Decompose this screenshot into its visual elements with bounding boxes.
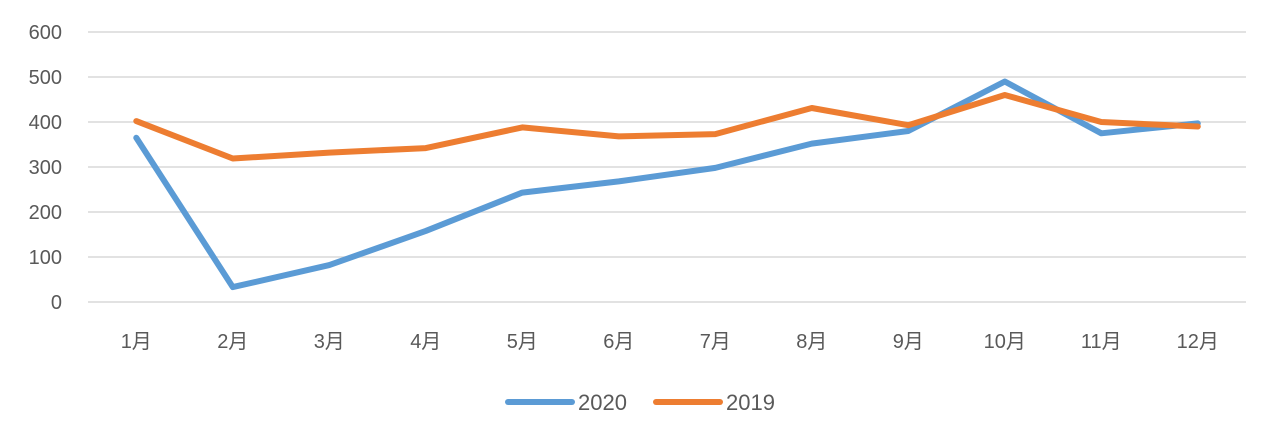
x-tick-label: 10月 xyxy=(984,331,1026,353)
series-line-2019 xyxy=(133,92,1201,162)
x-tick-label: 8月 xyxy=(796,331,827,353)
y-axis-ticks: 0 100 200 300 400 500 600 xyxy=(29,22,62,314)
legend-label: 2019 xyxy=(726,390,775,415)
x-tick-label: 12月 xyxy=(1177,331,1219,353)
legend-item-2019: 2019 xyxy=(653,390,775,415)
x-tick-label: 3月 xyxy=(314,331,345,353)
y-tick-label: 600 xyxy=(29,22,62,44)
x-tick-label: 6月 xyxy=(603,331,634,353)
x-tick-label: 1月 xyxy=(121,331,152,353)
x-tick-label: 9月 xyxy=(893,331,924,353)
y-tick-label: 300 xyxy=(29,157,62,179)
y-tick-label: 200 xyxy=(29,202,62,224)
x-tick-label: 11月 xyxy=(1081,331,1122,353)
y-tick-label: 500 xyxy=(29,67,62,89)
x-tick-label: 2月 xyxy=(217,331,248,353)
grid-lines xyxy=(88,31,1246,303)
legend-item-2020: 2020 xyxy=(505,390,627,415)
x-axis-ticks: 1月 2月 3月 4月 5月 6月 7月 8月 9月 10月 11月 12月 xyxy=(121,331,1219,353)
legend: 2020 2019 xyxy=(505,390,775,415)
y-tick-label: 400 xyxy=(29,112,62,134)
x-tick-label: 4月 xyxy=(410,331,441,353)
legend-label: 2020 xyxy=(578,390,627,415)
y-tick-label: 100 xyxy=(29,247,62,269)
series-lines xyxy=(133,78,1201,291)
series-line-2020 xyxy=(133,78,1201,291)
x-tick-label: 5月 xyxy=(507,331,538,353)
y-tick-label: 0 xyxy=(51,292,62,314)
x-tick-label: 7月 xyxy=(700,331,731,353)
